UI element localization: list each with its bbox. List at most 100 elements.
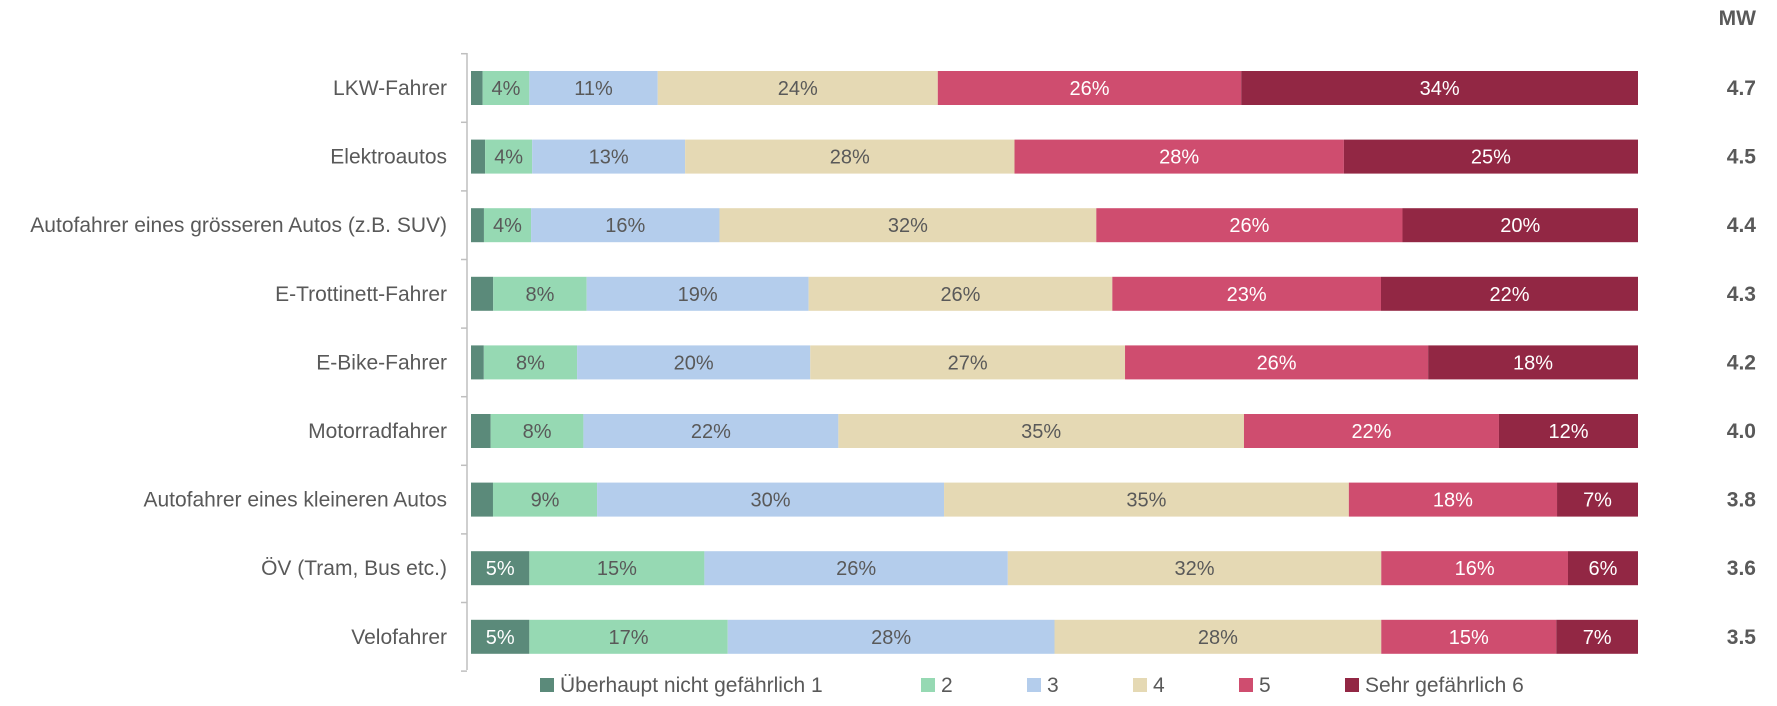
data-label: 20% xyxy=(674,352,714,374)
bar-segment xyxy=(657,71,938,105)
data-label: 8% xyxy=(523,421,552,443)
data-label: 16% xyxy=(605,215,645,237)
data-label: 27% xyxy=(948,352,988,374)
bar-segment xyxy=(838,414,1244,448)
bar-segment xyxy=(482,71,530,105)
data-label: 32% xyxy=(1175,558,1215,580)
data-label: 32% xyxy=(888,215,928,237)
bar-segment xyxy=(529,551,705,586)
mean-values-group: 4.7 4.5 4.4 4.3 4.2 4.0 3.8 3.6 3.5 xyxy=(1727,77,1757,649)
bar-segment xyxy=(597,482,945,517)
bar-segment xyxy=(727,619,1055,654)
data-label: 15% xyxy=(1449,627,1489,649)
category-label: Autofahrer eines grösseren Autos (z.B. S… xyxy=(30,214,447,237)
bar-segment xyxy=(1428,345,1638,380)
bar-segment xyxy=(1054,619,1382,654)
legend-swatch xyxy=(921,678,935,692)
data-label: 28% xyxy=(830,147,870,169)
bar-segment xyxy=(490,414,584,448)
bar-segment xyxy=(577,345,811,380)
bar-segment xyxy=(492,482,598,517)
data-label: 7% xyxy=(1583,490,1612,512)
data-label: 26% xyxy=(940,284,980,306)
category-labels-group: LKW-Fahrer Elektroautos Autofahrer eines g… xyxy=(30,77,447,649)
data-label: 28% xyxy=(871,627,911,649)
legend-swatch xyxy=(1239,678,1253,692)
data-label: 4% xyxy=(492,78,521,100)
bar-segment xyxy=(471,551,530,586)
data-label: 28% xyxy=(1159,147,1199,169)
data-label: 12% xyxy=(1548,421,1588,443)
legend-label: Überhaupt nicht gefährlich 1 xyxy=(560,674,823,697)
mean-value: 4.3 xyxy=(1727,283,1756,306)
bar-segment xyxy=(1243,414,1499,448)
data-label: 22% xyxy=(1489,284,1529,306)
mean-value: 3.6 xyxy=(1727,557,1756,580)
bar-segment xyxy=(944,482,1349,517)
data-label: 23% xyxy=(1227,284,1267,306)
data-label: 26% xyxy=(836,558,876,580)
bar-segment xyxy=(483,208,532,243)
mean-value: 3.5 xyxy=(1727,626,1757,649)
bar-segment xyxy=(937,71,1242,105)
data-label: 16% xyxy=(1455,558,1495,580)
bar-segment xyxy=(1007,551,1382,586)
data-label: 4% xyxy=(493,215,522,237)
bar-segment xyxy=(532,139,686,174)
bar-segment xyxy=(1381,276,1638,311)
data-label: 26% xyxy=(1257,352,1297,374)
data-label: 35% xyxy=(1126,490,1166,512)
bar-segment xyxy=(1567,551,1638,586)
bar-segment xyxy=(1498,414,1638,448)
data-label: 9% xyxy=(531,490,560,512)
mean-value: 4.5 xyxy=(1727,146,1757,169)
bar-segment xyxy=(485,139,533,174)
bar-segment xyxy=(529,71,658,105)
category-label: E-Bike-Fahrer xyxy=(316,351,447,374)
data-label: 26% xyxy=(1229,215,1269,237)
bar-segment xyxy=(1343,139,1638,174)
bar-segment xyxy=(1381,619,1557,654)
bar-segment xyxy=(531,208,720,243)
legend-label: 5 xyxy=(1259,674,1271,697)
legend-swatch xyxy=(1027,678,1041,692)
bar-segment xyxy=(586,276,809,311)
data-label: 34% xyxy=(1420,78,1460,100)
bar-segment xyxy=(1125,345,1429,380)
data-label: 24% xyxy=(778,78,818,100)
data-label: 22% xyxy=(691,421,731,443)
data-label: 20% xyxy=(1500,215,1540,237)
data-label: 15% xyxy=(597,558,637,580)
legend-swatch xyxy=(1133,678,1147,692)
bar-segment xyxy=(493,276,587,311)
bar-segment xyxy=(483,345,578,380)
data-label: 8% xyxy=(516,352,545,374)
mean-value: 4.2 xyxy=(1727,351,1756,374)
bar-segment xyxy=(1402,208,1638,243)
legend: Überhaupt nicht gefährlich 1 2 3 4 5 Sehr gef… xyxy=(540,674,1524,697)
category-label: Autofahrer eines kleineren Autos xyxy=(143,489,447,512)
data-label: 28% xyxy=(1198,627,1238,649)
bar-segment xyxy=(529,619,728,654)
data-label: 18% xyxy=(1513,352,1553,374)
data-label: 26% xyxy=(1069,78,1109,100)
bar-segment xyxy=(471,71,483,105)
bar-segment xyxy=(1348,482,1558,517)
bar-segment xyxy=(583,414,839,448)
bar-segment xyxy=(1241,71,1638,105)
data-label: 11% xyxy=(574,78,613,100)
bar-segment xyxy=(1381,551,1568,586)
category-label: E-Trottinett-Fahrer xyxy=(275,283,447,306)
bar-segment xyxy=(471,208,484,243)
data-label: 6% xyxy=(1589,558,1618,580)
legend-label: 4 xyxy=(1153,674,1165,697)
bar-segment xyxy=(1112,276,1381,311)
bar-segment xyxy=(1096,208,1403,243)
bar-segment xyxy=(1557,482,1638,517)
category-label: Motorradfahrer xyxy=(308,420,447,443)
bar-segment xyxy=(808,276,1113,311)
data-label: 8% xyxy=(525,284,554,306)
data-label: 13% xyxy=(589,147,629,169)
bar-segment xyxy=(471,139,486,174)
bar-segment xyxy=(685,139,1015,174)
